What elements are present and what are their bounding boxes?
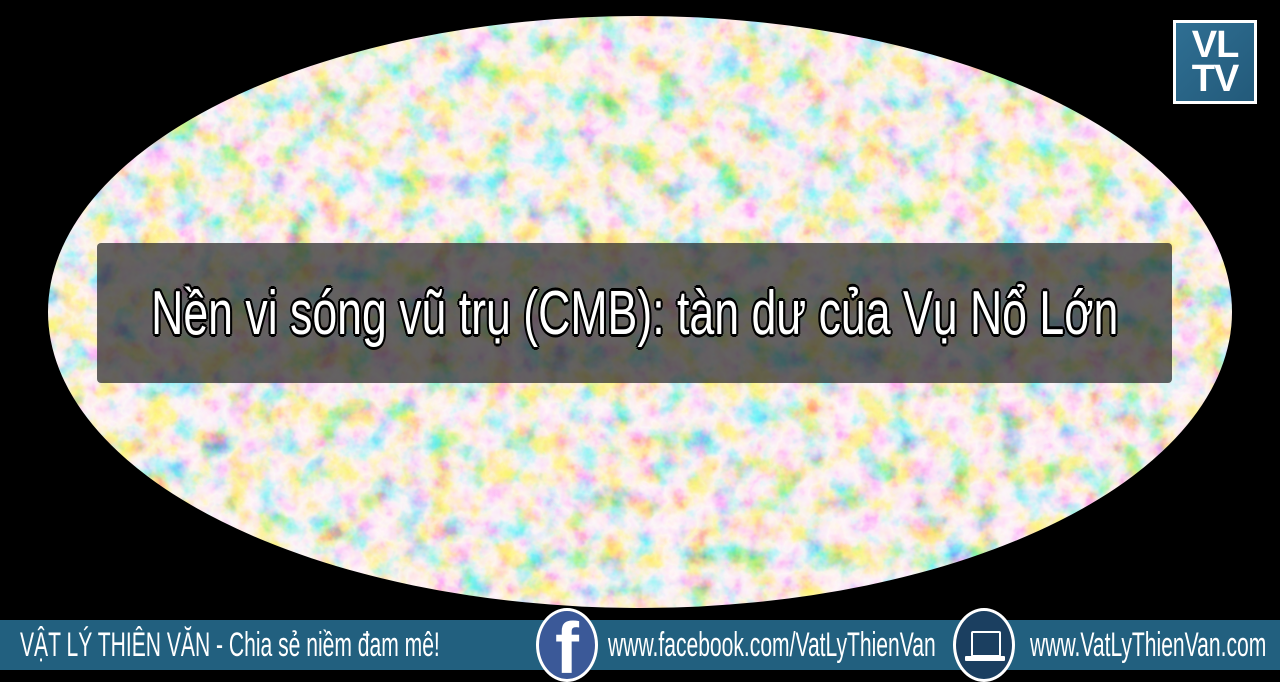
vltv-logo: VL TV [1173, 20, 1257, 104]
website-link[interactable]: www.VatLyThienVan.com [1030, 626, 1267, 664]
facebook-link[interactable]: www.facebook.com/VatLyThienVan [608, 626, 936, 664]
facebook-icon[interactable]: f [536, 608, 598, 682]
logo-line-1: VL [1191, 24, 1240, 66]
title-banner: Nền vi sóng vũ trụ (CMB): tàn dư của Vụ … [97, 243, 1172, 383]
page-title: Nền vi sóng vũ trụ (CMB): tàn dư của Vụ … [150, 278, 1119, 348]
tagline: VẬT LÝ THIÊN VĂN - Chia sẻ niềm đam mê! [20, 626, 440, 664]
footer-bar: VẬT LÝ THIÊN VĂN - Chia sẻ niềm đam mê! … [0, 608, 1280, 682]
laptop-icon[interactable] [953, 608, 1015, 682]
logo-line-2: TV [1191, 58, 1240, 100]
